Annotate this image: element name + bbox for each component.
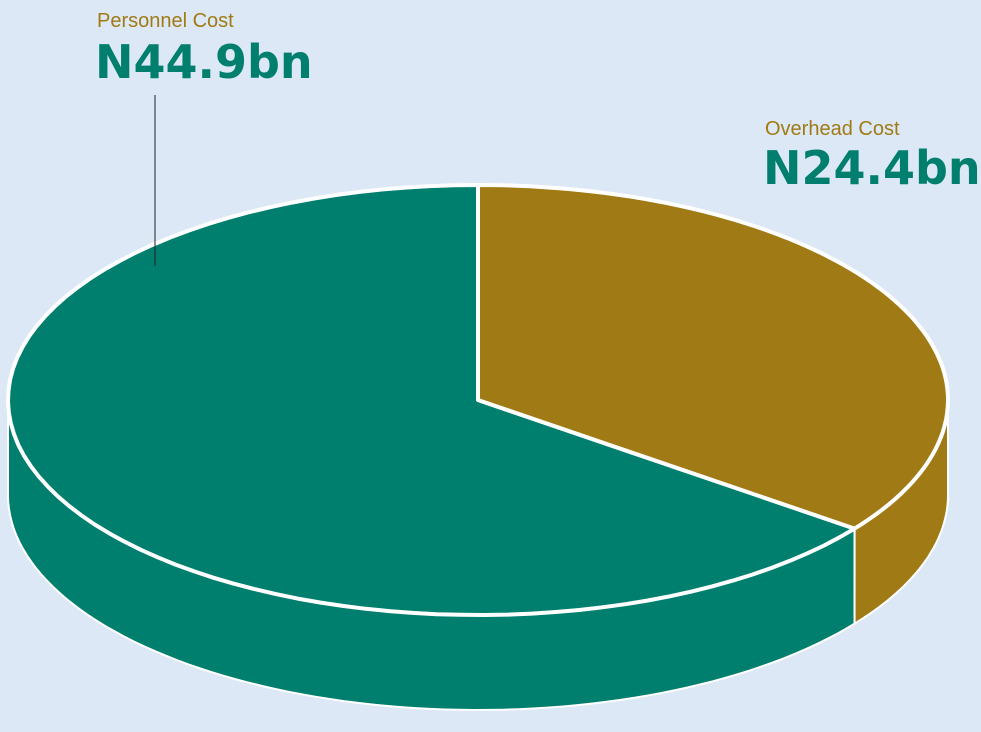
value-label: N44.9bn: [95, 35, 313, 89]
category-label: Overhead Cost: [765, 118, 900, 140]
value-label: N24.4bn: [763, 141, 981, 195]
slice: [476, 183, 950, 531]
slice: [6, 183, 857, 617]
category-label: Personnel Cost: [97, 10, 234, 32]
pie: [6, 183, 950, 712]
